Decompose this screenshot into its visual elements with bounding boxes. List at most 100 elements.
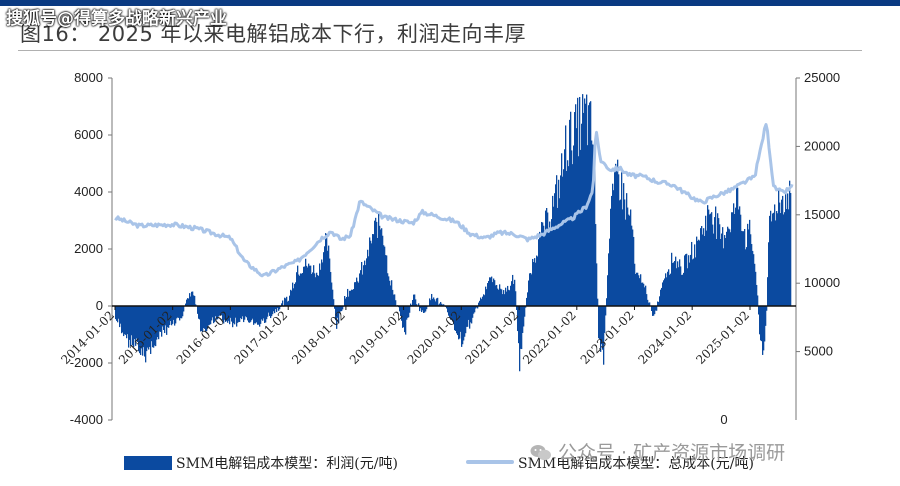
profit-bar bbox=[435, 301, 437, 306]
page-title: 图16： 2025 年以来电解铝成本下行，利润走向丰厚 bbox=[20, 22, 527, 46]
profit-bar bbox=[352, 289, 354, 306]
profit-bar bbox=[172, 306, 174, 324]
profit-bar bbox=[586, 94, 588, 306]
profit-bar bbox=[535, 262, 537, 306]
profit-bar bbox=[394, 294, 396, 306]
profit-bar bbox=[331, 282, 333, 306]
profit-bar bbox=[523, 306, 525, 327]
profit-bar bbox=[251, 306, 253, 321]
profit-bar bbox=[493, 278, 495, 306]
profit-bar bbox=[736, 186, 738, 306]
profit-bar bbox=[565, 125, 567, 307]
profit-bar bbox=[206, 306, 208, 332]
profit-bar bbox=[529, 273, 531, 306]
profit-bar bbox=[683, 272, 685, 306]
profit-bar bbox=[298, 274, 300, 306]
profit-bar bbox=[168, 306, 170, 328]
profit-bar bbox=[220, 306, 222, 316]
profit-bar bbox=[151, 306, 153, 342]
profit-bar bbox=[461, 306, 463, 347]
profit-bar bbox=[260, 306, 262, 324]
profit-bar bbox=[761, 306, 763, 342]
profit-bar bbox=[374, 220, 376, 306]
profit-bar bbox=[448, 306, 450, 316]
profit-bar bbox=[606, 298, 608, 306]
x-tick-label: 2023-01-02 bbox=[578, 308, 637, 367]
left-tick-label: 4000 bbox=[74, 184, 103, 199]
profit-bar bbox=[655, 306, 657, 311]
profit-bar bbox=[282, 300, 284, 306]
profit-bar bbox=[327, 250, 329, 306]
profit-bar bbox=[449, 306, 451, 318]
profit-bar bbox=[328, 245, 330, 306]
profit-bar bbox=[722, 227, 724, 306]
profit-bar bbox=[771, 221, 773, 306]
profit-bar bbox=[451, 306, 453, 320]
profit-bar bbox=[543, 225, 545, 306]
profit-bar bbox=[673, 262, 675, 306]
profit-bar bbox=[383, 245, 385, 306]
profit-bar bbox=[548, 229, 550, 306]
profit-bar bbox=[677, 261, 679, 306]
profit-bar bbox=[524, 306, 526, 317]
profit-bar bbox=[210, 306, 212, 325]
left-tick-label: 2000 bbox=[74, 241, 103, 256]
profit-bar bbox=[315, 277, 317, 306]
profit-bar bbox=[715, 206, 717, 306]
profit-bar bbox=[406, 306, 408, 320]
profit-bar bbox=[698, 239, 700, 306]
profit-bar bbox=[537, 256, 539, 306]
profit-bar bbox=[737, 187, 739, 306]
watermark-wechat-text: 公众号 · 矿产资源市场调研 bbox=[558, 442, 786, 464]
profit-bar bbox=[733, 203, 735, 306]
profit-bar bbox=[261, 306, 263, 320]
profit-bar bbox=[713, 233, 715, 306]
profit-bar bbox=[574, 112, 576, 306]
profit-bar bbox=[776, 210, 778, 306]
profit-bar bbox=[369, 237, 371, 306]
profit-bar bbox=[538, 239, 540, 306]
profit-bar bbox=[307, 267, 309, 306]
profit-bar bbox=[148, 306, 150, 350]
profit-bar bbox=[145, 306, 147, 363]
profit-bar bbox=[608, 253, 610, 306]
profit-bar bbox=[123, 306, 125, 337]
profit-bar bbox=[589, 102, 591, 306]
profit-bar bbox=[439, 303, 441, 306]
profit-bar bbox=[392, 289, 394, 306]
profit-bar bbox=[560, 175, 562, 306]
profit-bar bbox=[663, 280, 665, 306]
profit-bar bbox=[187, 298, 189, 306]
profit-bar bbox=[708, 209, 710, 306]
profit-bar bbox=[375, 217, 377, 306]
profit-bar bbox=[774, 204, 776, 306]
profit-bar bbox=[362, 274, 364, 306]
profit-bar bbox=[373, 234, 375, 306]
profit-bar bbox=[293, 288, 295, 306]
profit-bar bbox=[200, 306, 202, 332]
profit-bar bbox=[243, 306, 245, 323]
profit-bar bbox=[467, 306, 469, 327]
profit-bar bbox=[782, 195, 784, 306]
profit-bar bbox=[250, 306, 252, 322]
profit-bar bbox=[788, 209, 790, 306]
profit-bar bbox=[127, 306, 129, 335]
profit-bar bbox=[516, 306, 518, 310]
profit-bar bbox=[675, 256, 677, 306]
profit-bar bbox=[506, 291, 508, 306]
left-tick-label: 6000 bbox=[74, 127, 103, 142]
profit-bar bbox=[706, 230, 708, 306]
profit-bar bbox=[489, 277, 491, 306]
cost-series-line bbox=[114, 123, 794, 278]
profit-bar bbox=[410, 303, 412, 306]
profit-bar bbox=[147, 306, 149, 348]
profit-bar bbox=[649, 302, 651, 306]
profit-bar bbox=[593, 144, 595, 306]
profit-bar bbox=[765, 306, 767, 326]
profit-bar bbox=[635, 273, 637, 306]
profit-bar bbox=[699, 240, 701, 306]
profit-bar bbox=[483, 294, 485, 306]
profit-bar bbox=[462, 306, 464, 345]
profit-bar bbox=[347, 288, 349, 306]
profit-bar bbox=[313, 265, 315, 306]
